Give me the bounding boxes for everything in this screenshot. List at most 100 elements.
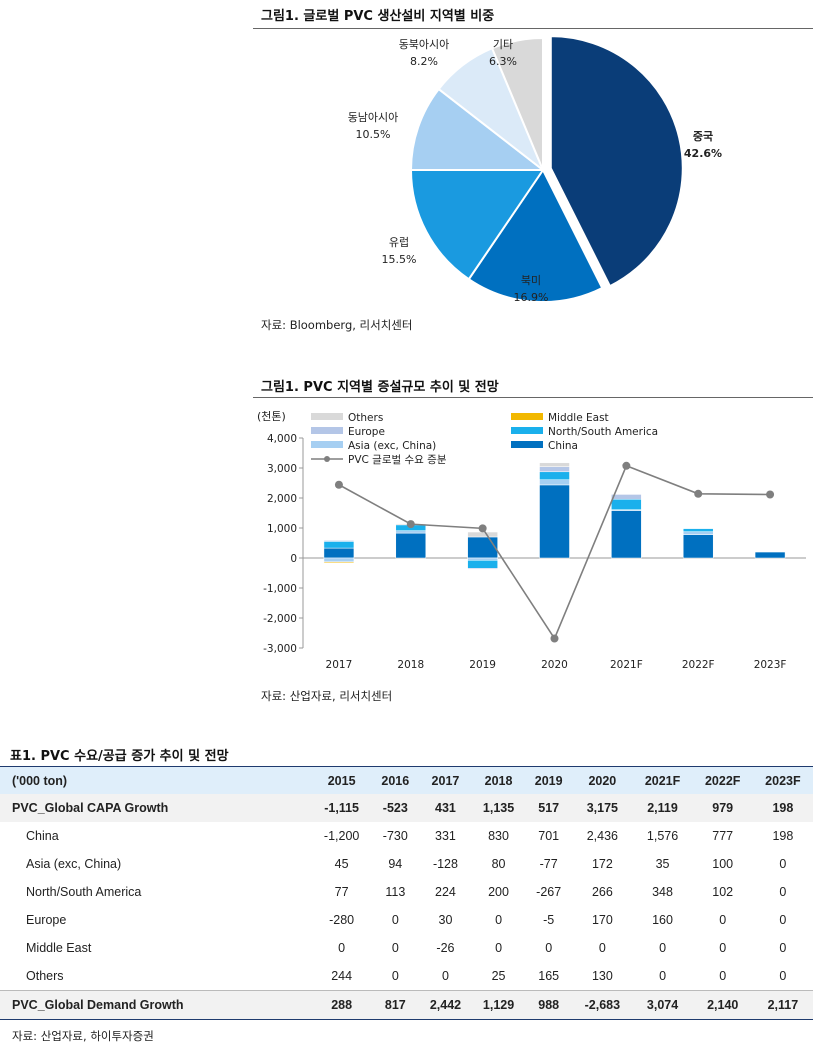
x-tick-label: 2017 bbox=[326, 659, 353, 671]
table-cell: -128 bbox=[432, 857, 458, 871]
bar-segment-asia-exc-china--2022F bbox=[682, 531, 714, 535]
table-cell: -730 bbox=[382, 829, 408, 843]
demand-growth-point-2022F bbox=[694, 489, 703, 498]
table-row-label: China bbox=[26, 829, 59, 843]
y-tick-label: 3,000 bbox=[267, 463, 297, 475]
bar-segment-china-2020 bbox=[539, 484, 570, 559]
pie-label-3: 동남아시아 bbox=[348, 111, 399, 124]
bar-segment-north-south-america-2022F bbox=[682, 528, 714, 532]
table-row: Asia (exc, China) 45 94 -128 80 -77 172 35 100 0 bbox=[0, 850, 813, 878]
table-cell: 0 bbox=[495, 913, 503, 927]
bar-segment-middle-east-2017 bbox=[323, 561, 355, 564]
table-cell: -280 bbox=[329, 913, 355, 927]
table-cell: 1,129 bbox=[472, 990, 526, 1020]
bar-figure-title: 그림1. PVC 지역별 증설규모 추이 및 전망 bbox=[261, 380, 499, 395]
legend-swatch bbox=[511, 441, 543, 448]
table-cell: 3,074 bbox=[632, 990, 693, 1020]
table-cell: 45 bbox=[334, 857, 349, 871]
legend-swatch bbox=[511, 427, 543, 434]
y-tick-label: -2,000 bbox=[263, 613, 297, 625]
table-cell: 988 bbox=[525, 990, 573, 1020]
supply-demand-table-wrap: ('000 ton) 2015 2016 2017 2018 2019 2020 2021F 2… bbox=[0, 766, 813, 1020]
table-cell: 0 bbox=[779, 885, 787, 899]
pie-label-5: 기타 bbox=[493, 38, 513, 51]
table-header-row: ('000 ton) 2015 2016 2017 2018 2019 2020 2021F 2… bbox=[0, 766, 813, 794]
bar-segment-europe-2019 bbox=[467, 568, 498, 570]
table-row: PVC_Global Demand Growth 288 817 2,442 1,129… bbox=[0, 990, 813, 1020]
legend-swatch-dot bbox=[324, 456, 330, 462]
legend-swatch bbox=[311, 413, 343, 420]
table-cell: 1,576 bbox=[646, 829, 679, 843]
bar-title-rule bbox=[253, 397, 813, 398]
table-cell: 77 bbox=[334, 885, 349, 899]
table-row-label: Asia (exc, China) bbox=[26, 857, 122, 871]
pie-chart: 중국 42.6% 북미 16.9% 유럽 15.5% 동남아시아 10.5% 동북아시아 8.2%… bbox=[348, 35, 722, 304]
table-cell: 0 bbox=[391, 913, 399, 927]
table-cell: 0 bbox=[598, 941, 606, 955]
bar-source: 자료: 산업자료, 리서치센터 bbox=[261, 689, 393, 703]
table-cell: 830 bbox=[488, 829, 509, 843]
table-cell: 431 bbox=[418, 794, 472, 822]
table-cell: -267 bbox=[536, 885, 562, 899]
table-cell: 80 bbox=[491, 857, 506, 871]
table-cell: 165 bbox=[525, 962, 573, 991]
table-cell: 0 bbox=[719, 913, 727, 927]
table-cell: -5 bbox=[543, 913, 555, 927]
demand-growth-point-2023F bbox=[766, 490, 775, 499]
bar-segment-europe-2021F bbox=[611, 494, 642, 500]
y-tick-label: -1,000 bbox=[263, 583, 297, 595]
table-year-header: 2016 bbox=[371, 766, 419, 794]
table-cell: 2,119 bbox=[632, 794, 693, 822]
bar-segment-north-south-america-2017 bbox=[323, 541, 355, 549]
table-year-header: 2021F bbox=[632, 766, 693, 794]
pie-slice-5 bbox=[490, 36, 544, 171]
x-tick-label: 2020 bbox=[541, 659, 568, 671]
table-cell: 198 bbox=[772, 829, 794, 843]
table-cell: 224 bbox=[435, 885, 456, 899]
table-cell: 102 bbox=[712, 885, 734, 899]
table-cell: 0 bbox=[779, 913, 787, 927]
table-cell: 331 bbox=[435, 829, 456, 843]
bar-segment-north-south-america-2021F bbox=[611, 498, 642, 510]
bar-segment-asia-exc-china--2020 bbox=[539, 479, 570, 486]
bar-segment-asia-exc-china--2017 bbox=[323, 557, 355, 563]
x-tick-label: 2019 bbox=[469, 659, 496, 671]
y-tick-label: 0 bbox=[290, 553, 297, 565]
table-cell: -77 bbox=[539, 857, 558, 871]
bar-segment-china-2018 bbox=[395, 532, 427, 559]
pie-title-rule bbox=[253, 28, 813, 29]
legend-label: China bbox=[548, 440, 578, 452]
table-row: Europe -280 0 30 0 -5 170 160 0 0 bbox=[0, 906, 813, 934]
x-tick-label: 2018 bbox=[397, 659, 424, 671]
table-row-label: PVC_Global CAPA Growth bbox=[0, 794, 312, 822]
y-tick-label: 2,000 bbox=[267, 493, 297, 505]
table-cell: 0 bbox=[545, 941, 553, 955]
table-cell: 0 bbox=[371, 962, 419, 991]
table-cell: 130 bbox=[572, 962, 633, 991]
bar-segment-north-south-america-2020 bbox=[539, 471, 570, 481]
pie-slice-0 bbox=[549, 35, 684, 288]
table-cell: 94 bbox=[388, 857, 403, 871]
table-cell: 200 bbox=[488, 885, 509, 899]
bar-segment-europe-2020 bbox=[539, 466, 570, 473]
table-cell: 0 bbox=[779, 941, 787, 955]
pie-value-label-0: 42.6% bbox=[684, 147, 722, 160]
table-cell: 170 bbox=[591, 913, 613, 927]
y-unit-label: (천톤) bbox=[257, 409, 286, 423]
table-cell: 0 bbox=[752, 962, 813, 991]
demand-growth-point-2019 bbox=[478, 524, 487, 533]
table-cell: 0 bbox=[632, 962, 693, 991]
table-cell: 701 bbox=[538, 829, 560, 843]
table-cell: 100 bbox=[712, 857, 734, 871]
pie-source: 자료: Bloomberg, 리서치센터 bbox=[261, 318, 413, 332]
pie-slice-1 bbox=[467, 168, 604, 303]
pie-label-4: 동북아시아 bbox=[399, 38, 450, 51]
table-year-header: 2023F bbox=[752, 766, 813, 794]
table-cell: 0 bbox=[692, 962, 753, 991]
table-cell: 1,135 bbox=[472, 794, 526, 822]
x-tick-label: 2021F bbox=[610, 659, 643, 671]
legend-swatch bbox=[311, 427, 343, 434]
pie-value-label-1: 16.9% bbox=[514, 291, 549, 304]
table-row-label: Europe bbox=[26, 913, 67, 927]
table-cell: 2,117 bbox=[752, 990, 813, 1020]
